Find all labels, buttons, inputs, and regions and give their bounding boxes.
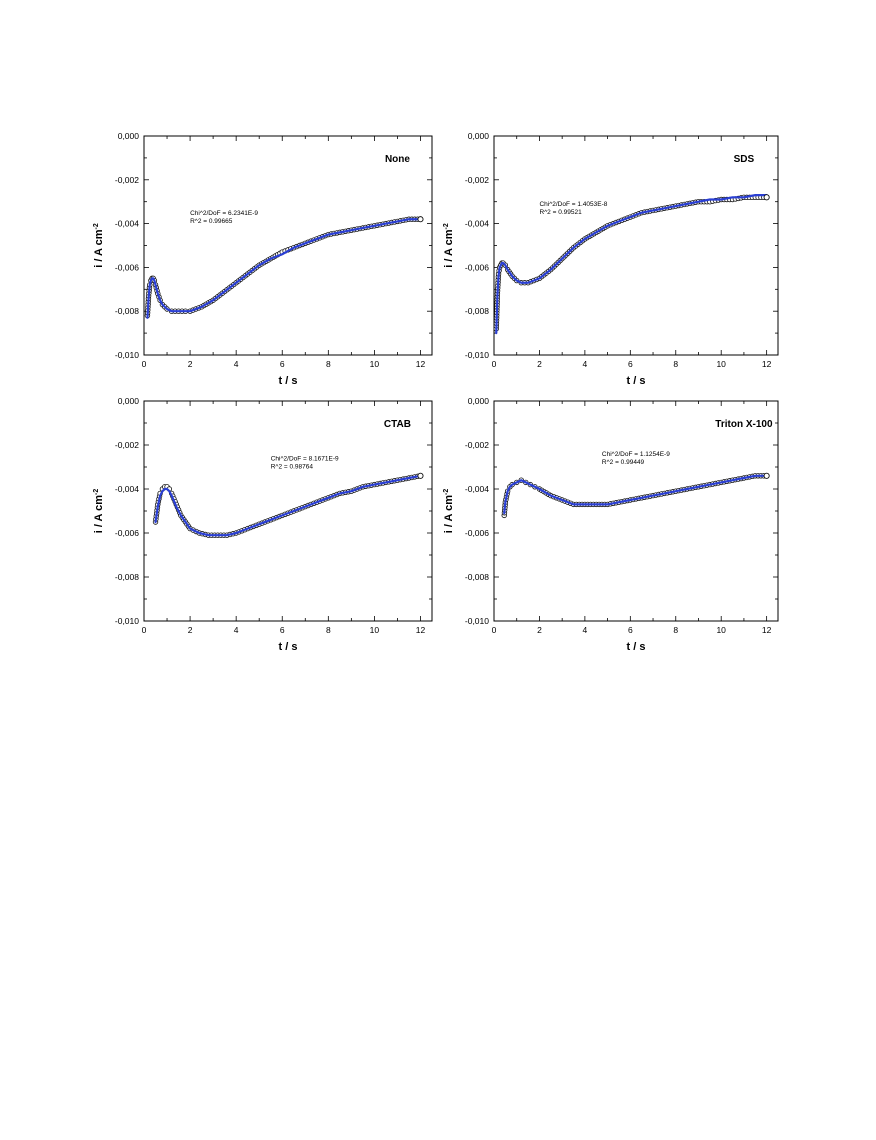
y-tick-label: -0,010 bbox=[115, 616, 139, 626]
y-axis-label-main: i / A cm bbox=[93, 229, 105, 268]
fit-stat-chi2: Chi^2/DoF = 6.2341E-9 bbox=[190, 210, 258, 217]
fit-line bbox=[146, 218, 422, 319]
panel-label: CTAB bbox=[384, 419, 411, 430]
y-tick-label: 0,000 bbox=[118, 131, 140, 141]
x-tick-label: 0 bbox=[492, 359, 497, 369]
x-tick-label: 2 bbox=[537, 625, 542, 635]
fit-line bbox=[503, 474, 768, 515]
y-tick-label: -0,008 bbox=[115, 572, 139, 582]
x-tick-label: 0 bbox=[142, 359, 147, 369]
y-tick-label: 0,000 bbox=[118, 396, 140, 406]
y-tick-label: -0,002 bbox=[465, 175, 489, 185]
y-axis-label-superscript: -2 bbox=[443, 223, 450, 229]
y-tick-label: -0,010 bbox=[465, 350, 489, 360]
y-axis-label: i / A cm-2 bbox=[443, 489, 455, 534]
y-tick-label: -0,002 bbox=[115, 175, 139, 185]
x-axis-label: t / s bbox=[279, 375, 298, 387]
y-axis-label-superscript: -2 bbox=[93, 489, 100, 495]
x-tick-label: 12 bbox=[416, 359, 426, 369]
fit-stat-r2: R^2 = 0.99449 bbox=[602, 459, 645, 466]
x-tick-label: 12 bbox=[762, 625, 772, 635]
fit-stat-r2: R^2 = 0.99665 bbox=[190, 218, 233, 225]
y-axis-label-main: i / A cm bbox=[443, 229, 455, 268]
x-tick-label: 10 bbox=[370, 359, 380, 369]
y-tick-label: -0,008 bbox=[465, 306, 489, 316]
fit-stat-chi2: Chi^2/DoF = 1.4053E-8 bbox=[539, 201, 607, 208]
y-tick-label: -0,006 bbox=[115, 262, 139, 272]
panel-label: None bbox=[385, 154, 410, 165]
x-tick-label: 2 bbox=[188, 625, 193, 635]
x-tick-label: 2 bbox=[537, 359, 542, 369]
fit-stat-r2: R^2 = 0.99521 bbox=[539, 209, 582, 216]
fit-line bbox=[495, 194, 768, 335]
y-tick-label: -0,010 bbox=[465, 616, 489, 626]
plot-frame bbox=[493, 400, 779, 622]
x-tick-label: 6 bbox=[628, 359, 633, 369]
x-tick-label: 4 bbox=[234, 625, 239, 635]
panel-label: Triton X-100 bbox=[715, 419, 773, 430]
chart-panel-4: 0 2 4 6 8 10 12 0,000 -0,002 -0,004 -0,006 -0,008 -0… bbox=[443, 396, 779, 653]
x-tick-label: 6 bbox=[280, 625, 285, 635]
y-tick-label: -0,002 bbox=[465, 440, 489, 450]
y-tick-label: -0,008 bbox=[465, 572, 489, 582]
y-tick-label: -0,002 bbox=[115, 440, 139, 450]
data-point-last bbox=[417, 216, 424, 223]
x-tick-label: 0 bbox=[142, 625, 147, 635]
y-tick-label: -0,004 bbox=[465, 484, 489, 494]
y-tick-label: -0,006 bbox=[465, 262, 489, 272]
y-tick-label: -0,004 bbox=[115, 484, 139, 494]
fit-stat-r2: R^2 = 0.98764 bbox=[271, 463, 314, 470]
chart-panel-3: 0 2 4 6 8 10 12 0,000 -0,002 -0,004 -0,006 -0,008 -0… bbox=[93, 396, 433, 653]
y-tick-label: -0,004 bbox=[115, 219, 139, 229]
x-tick-label: 2 bbox=[188, 359, 193, 369]
y-tick-label: 0,000 bbox=[468, 131, 490, 141]
y-tick-label: -0,006 bbox=[115, 528, 139, 538]
x-tick-label: 8 bbox=[326, 359, 331, 369]
fit-line bbox=[154, 474, 422, 537]
y-tick-label: -0,010 bbox=[115, 350, 139, 360]
y-axis-label-superscript: -2 bbox=[443, 489, 450, 495]
x-tick-label: 4 bbox=[583, 625, 588, 635]
panel-label: SDS bbox=[734, 154, 755, 165]
x-tick-label: 10 bbox=[716, 625, 726, 635]
x-tick-label: 4 bbox=[234, 359, 239, 369]
x-tick-label: 6 bbox=[280, 359, 285, 369]
x-tick-label: 12 bbox=[416, 625, 426, 635]
y-tick-label: 0,000 bbox=[468, 396, 490, 406]
y-tick-label: -0,008 bbox=[115, 306, 139, 316]
fit-stat-chi2: Chi^2/DoF = 8.1671E-9 bbox=[271, 455, 339, 462]
x-tick-label: 8 bbox=[673, 625, 678, 635]
plot-frame bbox=[143, 135, 433, 356]
x-axis-label: t / s bbox=[627, 641, 646, 653]
y-axis-label-main: i / A cm bbox=[93, 495, 105, 534]
x-tick-label: 12 bbox=[762, 359, 772, 369]
x-axis-label: t / s bbox=[627, 375, 646, 387]
fit-stat-chi2: Chi^2/DoF = 1.1254E-9 bbox=[602, 451, 670, 458]
x-tick-label: 8 bbox=[326, 625, 331, 635]
data-point-last bbox=[763, 194, 770, 201]
y-axis-label: i / A cm-2 bbox=[93, 489, 105, 534]
y-axis-label-superscript: -2 bbox=[93, 223, 100, 229]
y-axis-label: i / A cm-2 bbox=[93, 223, 105, 268]
data-point-last bbox=[417, 472, 424, 479]
x-tick-label: 8 bbox=[673, 359, 678, 369]
x-tick-label: 10 bbox=[716, 359, 726, 369]
x-tick-label: 6 bbox=[628, 625, 633, 635]
x-tick-label: 4 bbox=[583, 359, 588, 369]
chart-panel-1: 0 2 4 6 8 10 12 0,000 -0,002 -0,004 -0,006 -0,008 -0… bbox=[93, 131, 433, 387]
y-tick-label: -0,006 bbox=[465, 528, 489, 538]
data-series bbox=[144, 216, 424, 319]
x-tick-label: 10 bbox=[370, 625, 380, 635]
data-point-last bbox=[763, 472, 770, 479]
chart-panel-2: 0 2 4 6 8 10 12 0,000 -0,002 -0,004 -0,006 -0,008 -0… bbox=[443, 131, 779, 387]
y-axis-label: i / A cm-2 bbox=[443, 223, 455, 268]
y-axis-label-main: i / A cm bbox=[443, 495, 455, 534]
x-tick-label: 0 bbox=[492, 625, 497, 635]
plot-frame bbox=[493, 135, 779, 356]
y-tick-label: -0,004 bbox=[465, 219, 489, 229]
x-axis-label: t / s bbox=[279, 641, 298, 653]
